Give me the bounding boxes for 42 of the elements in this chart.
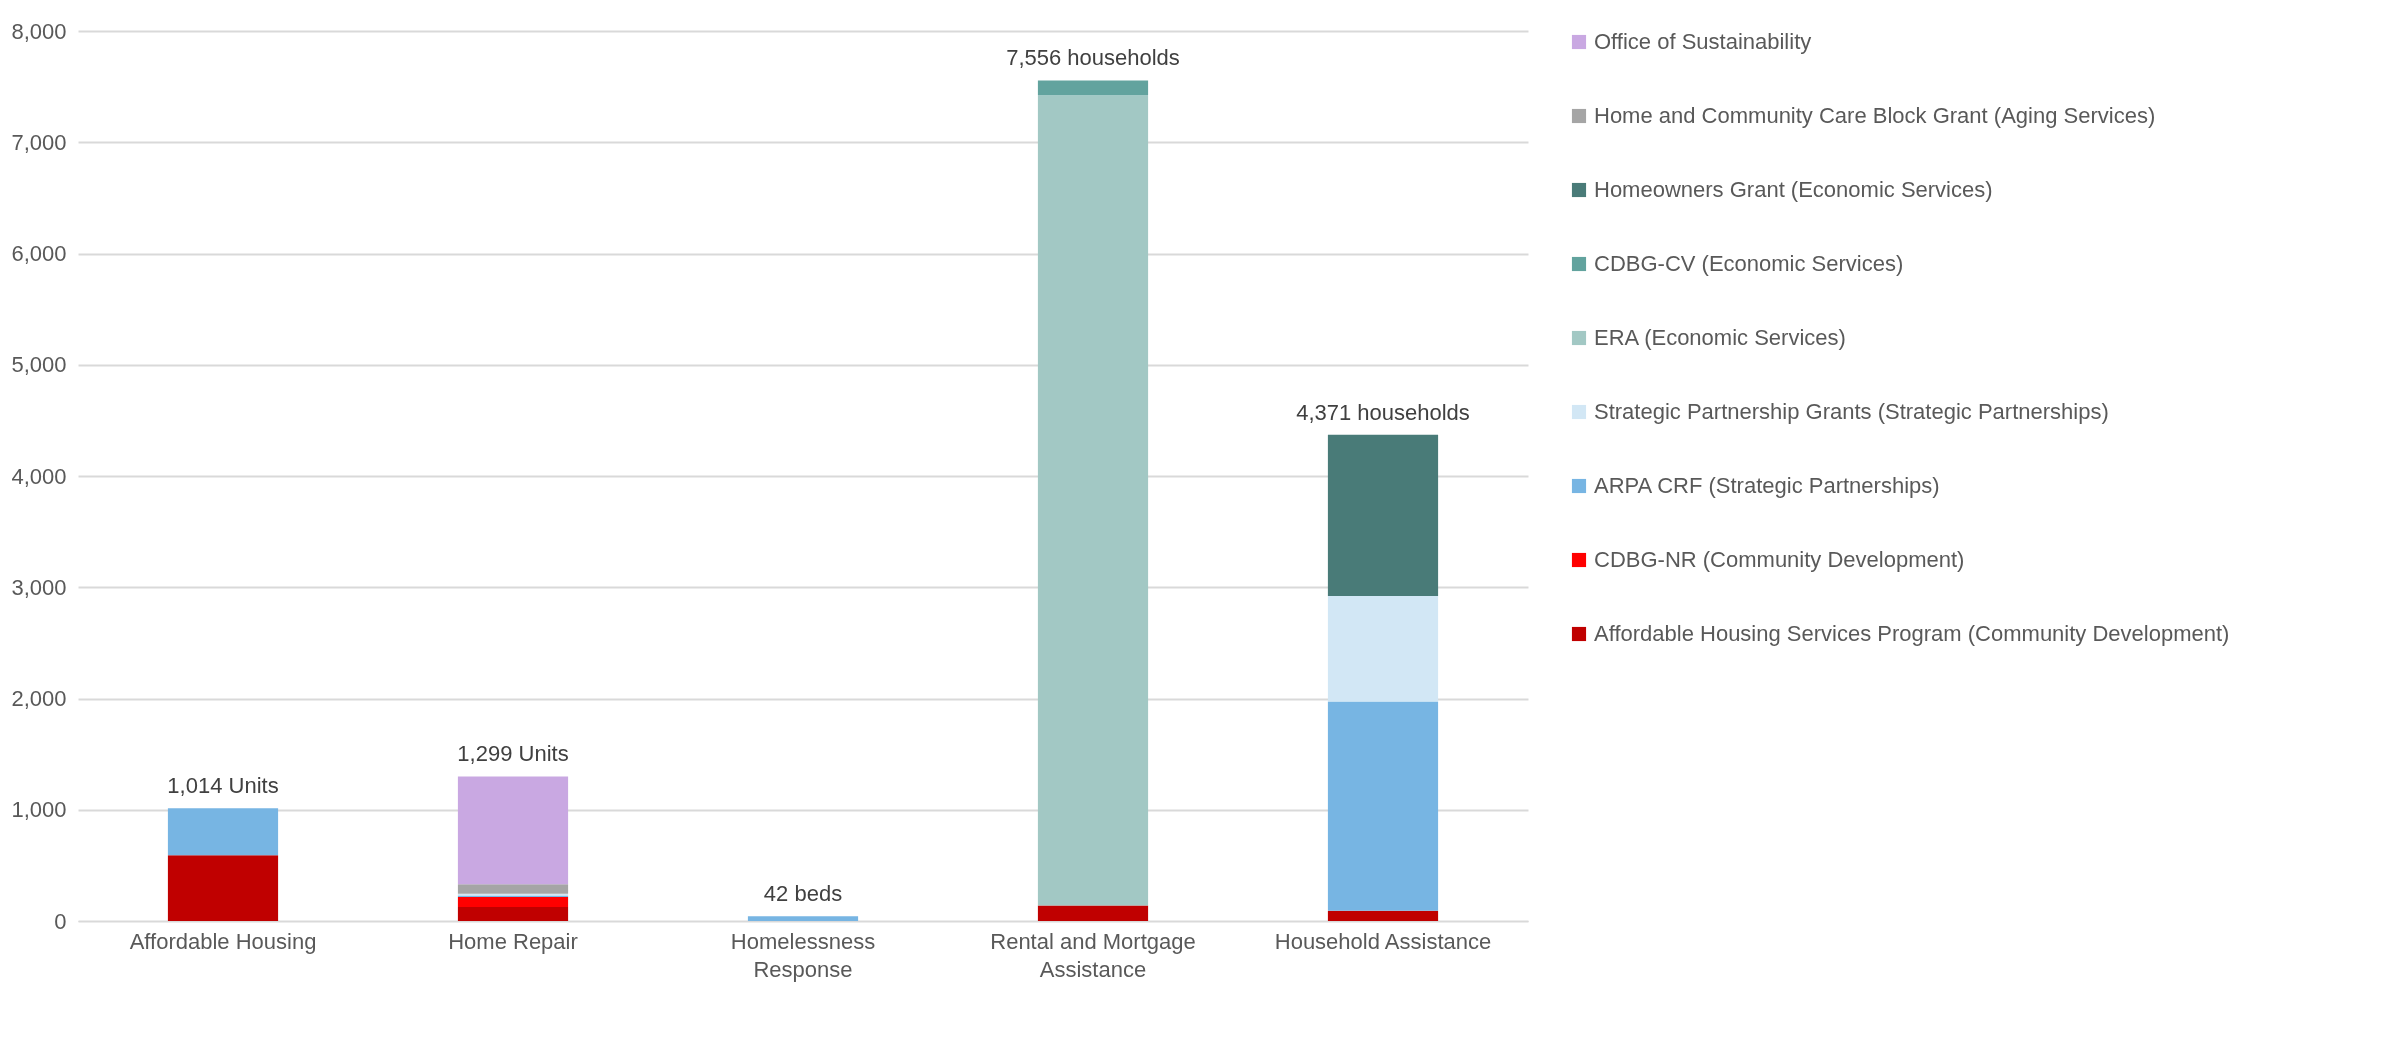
y-tick-label: 1,000 [11, 797, 67, 823]
legend-label: Strategic Partnership Grants (Strategic Partnerships) [1594, 399, 2109, 424]
y-tick-label: 8,000 [11, 18, 67, 44]
total-label: 1,299 Units [457, 741, 569, 767]
legend-label: Office of Sustainability [1594, 29, 1812, 54]
legend-label: CDBG-CV (Economic Services) [1594, 251, 1904, 276]
legend-label: ARPA CRF (Strategic Partnerships) [1594, 473, 1940, 498]
x-tick-label: Household Assistance [1274, 928, 1492, 954]
bar [747, 916, 859, 921]
y-tick-label: 7,000 [11, 129, 67, 155]
legend-label: Home and Community Care Block Grant (Aging Services) [1594, 103, 2156, 128]
legend-label: CDBG-NR (Community Development) [1594, 547, 1965, 572]
total-label: 4,371 households [1296, 399, 1470, 425]
bar [1037, 80, 1149, 96]
bar [1037, 95, 1149, 906]
bar [457, 884, 569, 894]
bar [1327, 434, 1439, 596]
bar [1037, 905, 1149, 921]
bar [1327, 595, 1439, 702]
bar [457, 907, 569, 921]
bar [1327, 701, 1439, 911]
y-tick-label: 5,000 [11, 352, 67, 378]
total-label: 1,014 Units [167, 773, 279, 799]
bar [457, 897, 569, 908]
y-tick-label: 2,000 [11, 686, 67, 711]
bar [457, 776, 569, 885]
legend-label: ERA (Economic Services) [1594, 325, 1846, 350]
y-tick-label: 3,000 [11, 574, 67, 600]
bar [167, 855, 279, 921]
y-tick-label: 4,000 [11, 463, 67, 489]
legend-label: Homeowners Grant (Economic Services) [1594, 177, 1993, 202]
total-label: 42 beds [763, 881, 843, 907]
legend-label: Affordable Housing Services Program (Community Development) [1594, 621, 2230, 646]
y-tick-label: 0 [54, 908, 67, 934]
x-tick-label: Home Repair [448, 928, 578, 954]
x-tick-label: Rental and Mortgage Assistance [990, 928, 1196, 982]
x-tick-label: Affordable Housing [129, 928, 317, 954]
total-label: 7,556 households [1006, 45, 1180, 71]
bar [1327, 910, 1439, 921]
y-tick-label: 6,000 [11, 241, 67, 266]
bar [167, 808, 279, 856]
x-tick-label: Homelessness Response [730, 928, 876, 982]
